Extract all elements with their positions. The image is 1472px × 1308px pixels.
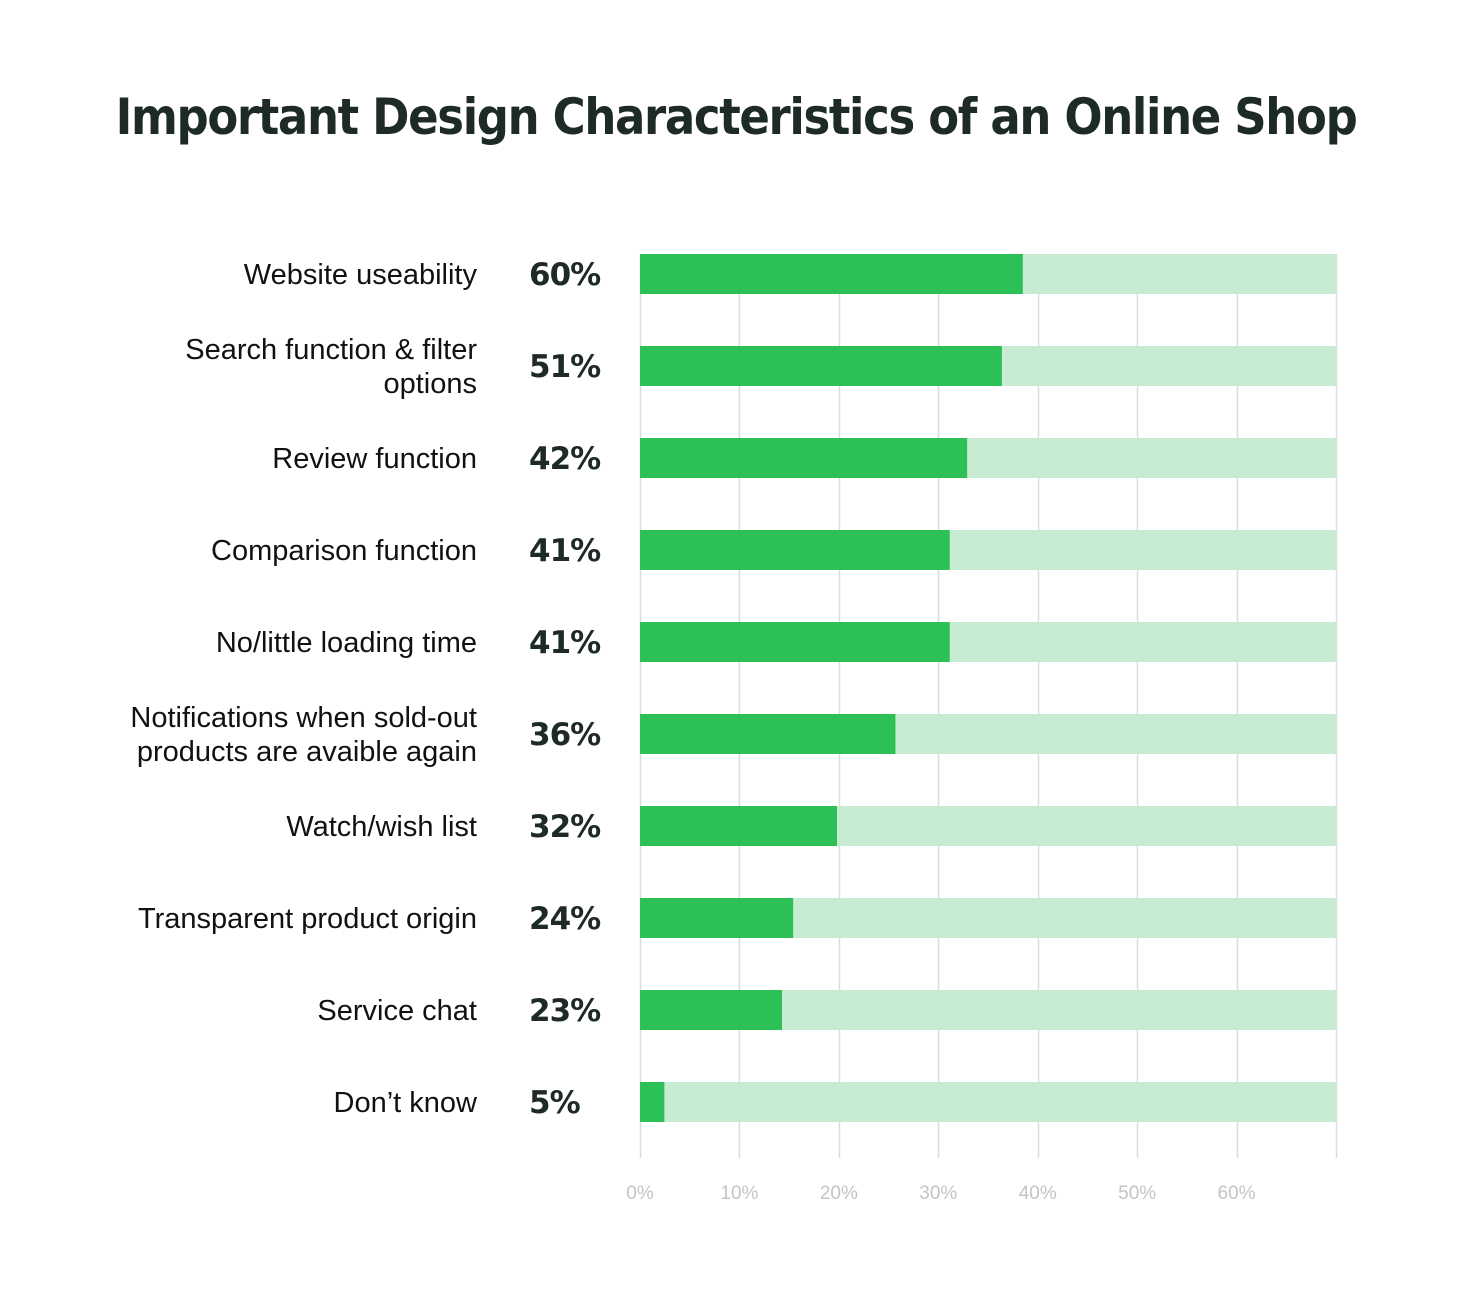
x-tick-label: 20%	[820, 1183, 858, 1204]
value-label: 51%	[529, 349, 601, 385]
bar	[640, 714, 896, 754]
value-label: 36%	[529, 717, 601, 753]
bar	[640, 346, 1002, 386]
category-label: Watch/wish list	[286, 811, 477, 843]
x-tick-label: 30%	[919, 1183, 957, 1204]
bar	[640, 254, 1023, 294]
bar	[640, 622, 950, 662]
x-axis-ticks: 0% 10% 20% 30% 40% 50% 60%	[626, 1183, 1255, 1204]
value-labels: 60% 51% 42% 41% 41% 36% 32% 24% 23% 5%	[529, 257, 602, 1121]
category-label: No/little loading time	[216, 627, 477, 659]
category-label: Review function	[272, 443, 477, 475]
bar	[640, 530, 950, 570]
chart-title: Important Design Characteristics of an O…	[115, 88, 1358, 146]
x-tick-label: 10%	[720, 1183, 758, 1204]
value-label: 32%	[529, 809, 601, 845]
category-label: Search function & filter options	[185, 334, 477, 400]
bar	[640, 1082, 665, 1122]
x-tick-label: 50%	[1118, 1183, 1156, 1204]
value-label: 23%	[529, 993, 601, 1029]
category-label: Don’t know	[334, 1087, 479, 1119]
value-label: 60%	[529, 257, 601, 293]
x-tick-label: 0%	[626, 1183, 654, 1204]
category-label: Website useability	[244, 259, 478, 291]
x-tick-label: 60%	[1218, 1183, 1256, 1204]
bar	[640, 898, 794, 938]
category-label: Comparison function	[211, 535, 477, 567]
category-label: Transparent product origin	[138, 903, 477, 935]
value-label: 5%	[529, 1085, 581, 1121]
bars	[640, 254, 1336, 1122]
bar	[640, 438, 968, 478]
category-label: Notifications when sold-out products are …	[130, 702, 477, 768]
value-label: 41%	[529, 625, 601, 661]
category-label: Service chat	[317, 995, 477, 1027]
x-tick-label: 40%	[1019, 1183, 1057, 1204]
value-label: 24%	[529, 901, 601, 937]
bar	[640, 990, 782, 1030]
value-label: 42%	[529, 441, 601, 477]
category-labels: Website useability Search function & filt…	[130, 259, 478, 1119]
value-label: 41%	[529, 533, 601, 569]
bar-track	[640, 1082, 1336, 1122]
bar	[640, 806, 837, 846]
